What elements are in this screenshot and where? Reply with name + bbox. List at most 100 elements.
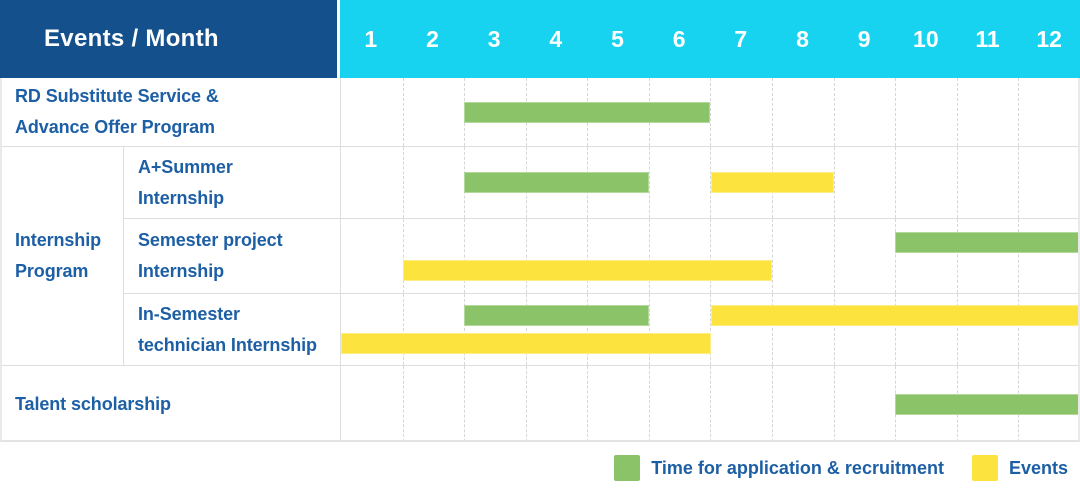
- gantt-bar-event: [341, 333, 711, 354]
- page-title: Events / Month: [44, 25, 219, 52]
- chart-row-in-semester-technician-internship: [340, 294, 1080, 366]
- row-label-talent-scholarship: Talent scholarship: [0, 366, 340, 442]
- month-gridline-cell: [525, 294, 588, 365]
- month-header-5: 5: [611, 25, 624, 52]
- bar-line: [341, 393, 1080, 415]
- month-gridline-cell: [956, 78, 1019, 146]
- row-label-semester-project-internship: Semester project Internship: [123, 219, 340, 294]
- legend-swatch-events: [971, 455, 998, 481]
- legend: Time for application & recruitment Event…: [0, 442, 1080, 494]
- month-gridlines: [341, 294, 1080, 365]
- month-gridline-cell: [772, 366, 834, 442]
- month-gridline-cell: [1018, 78, 1080, 146]
- label-line: Advance Offer Program: [15, 117, 215, 137]
- month-gridline-cell: [895, 219, 957, 293]
- month-gridline-cell: [1018, 147, 1080, 218]
- legend-label-events: Events: [1008, 457, 1068, 478]
- label-line: Program: [15, 261, 89, 281]
- bar-lines: [341, 366, 1080, 442]
- month-gridlines: [341, 219, 1080, 293]
- gantt-bar-event: [710, 305, 1080, 326]
- month-gridline-cell: [402, 294, 465, 365]
- month-header-9: 9: [857, 25, 871, 52]
- table-header: Events / Month 1 2 3 4 5 6 7 8 9 10 11 12: [0, 0, 1080, 78]
- bar-lines: [341, 294, 1080, 365]
- month-gridline-cell: [402, 78, 465, 146]
- month-gridline-cell: [833, 366, 896, 442]
- month-gridline-cell: [833, 294, 896, 365]
- month-gridline-cell: [464, 366, 526, 442]
- month-gridline-cell: [525, 366, 588, 442]
- month-gridline-cell: [956, 294, 1019, 365]
- month-gridline-cell: [772, 78, 834, 146]
- month-gridline-cell: [648, 294, 711, 365]
- events-month-header-cell: Events / Month: [0, 0, 340, 78]
- bar-line: [341, 172, 1080, 193]
- month-gridline-cell: [895, 78, 957, 146]
- gantt-bar-application: [895, 231, 1080, 253]
- month-gridline-cell: [402, 219, 465, 293]
- row-label-rd-substitute-service: RD Substitute Service & Advance Offer Pro…: [0, 78, 340, 147]
- month-header-8: 8: [796, 25, 809, 52]
- gantt-bar-application: [464, 305, 649, 326]
- month-gridline-cell: [956, 147, 1019, 218]
- month-header-12: 12: [1036, 25, 1062, 52]
- bar-lines: [341, 78, 1080, 146]
- gantt-bar-event: [710, 172, 834, 193]
- gantt-bar-application: [464, 172, 649, 193]
- month-gridline-cell: [895, 294, 957, 365]
- bar-line: [341, 231, 1080, 253]
- month-gridline-cell: [710, 366, 772, 442]
- month-gridline-cell: [833, 78, 896, 146]
- month-gridline-cell: [587, 219, 649, 293]
- months-header-strip: 1 2 3 4 5 6 7 8 9 10 11 12: [340, 0, 1080, 78]
- month-header-6: 6: [672, 25, 686, 52]
- month-header-1: 1: [364, 25, 378, 52]
- month-header-3: 3: [487, 25, 501, 52]
- month-gridline-cell: [587, 366, 649, 442]
- chart-row-talent-scholarship: [340, 366, 1080, 442]
- legend-item-application: Time for application & recruitment: [614, 455, 944, 481]
- month-gridline-cell: [648, 219, 711, 293]
- bar-line: [341, 333, 1080, 354]
- gantt-bar-event: [402, 259, 773, 281]
- month-gridline-cell: [710, 78, 772, 146]
- bar-lines: [341, 219, 1080, 293]
- label-line: RD Substitute Service &: [15, 86, 219, 106]
- month-gridline-cell: [402, 366, 465, 442]
- label-line: Internship: [138, 261, 225, 281]
- gantt-bar-application: [464, 101, 711, 123]
- month-gridline-cell: [772, 294, 834, 365]
- month-gridline-cell: [648, 147, 711, 218]
- row-label-a-summer-internship: A+Summer Internship: [123, 147, 340, 219]
- month-gridline-cell: [525, 219, 588, 293]
- label-line: A+Summer: [138, 156, 233, 177]
- row-label-in-semester-technician-internship: In-Semester technician Internship: [123, 294, 340, 366]
- label-line: Internship: [138, 187, 225, 208]
- month-header-2: 2: [426, 25, 439, 52]
- table-body: RD Substitute Service & Advance Offer Pro…: [0, 78, 1080, 442]
- label-line: technician Internship: [138, 334, 317, 355]
- month-gridline-cell: [464, 294, 526, 365]
- month-header-11: 11: [975, 25, 1000, 52]
- legend-item-events: Events: [971, 455, 1068, 481]
- month-gridline-cell: [1018, 219, 1080, 293]
- bar-line: [341, 101, 1080, 123]
- month-gridline-cell: [833, 147, 896, 218]
- bar-line: [341, 305, 1080, 326]
- group-label-internship-program: Internship Program: [0, 147, 123, 366]
- legend-label-application: Time for application & recruitment: [651, 457, 944, 478]
- month-header-4: 4: [549, 25, 563, 52]
- bar-line: [341, 259, 1080, 281]
- legend-swatch-application: [614, 455, 641, 481]
- month-gridline-cell: [1018, 294, 1080, 365]
- gantt-bar-application: [895, 393, 1080, 415]
- month-header-7: 7: [734, 25, 748, 52]
- label-line: Talent scholarship: [15, 393, 171, 414]
- month-gridline-cell: [587, 294, 649, 365]
- label-line: Semester project: [138, 230, 283, 250]
- month-gridline-cell: [772, 219, 834, 293]
- month-gridline-cell: [956, 219, 1019, 293]
- month-gridline-cell: [648, 366, 711, 442]
